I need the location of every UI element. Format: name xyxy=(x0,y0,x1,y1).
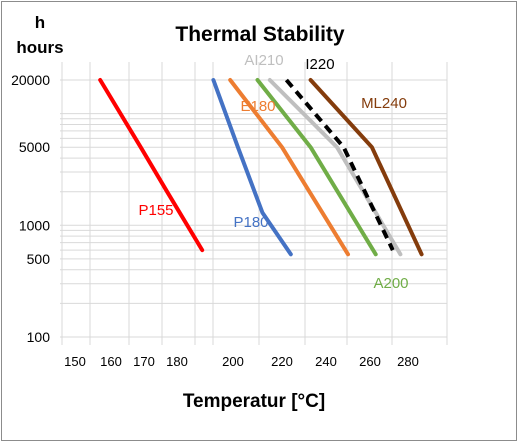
series-label-a200: A200 xyxy=(373,275,408,292)
x-tick-label: 280 xyxy=(397,354,419,369)
y-tick-label: 100 xyxy=(27,329,51,345)
series-line-p180 xyxy=(211,78,293,257)
series-label-p155: P155 xyxy=(138,202,173,219)
x-tick-label: 240 xyxy=(315,354,337,369)
series-label-i220: I220 xyxy=(305,56,334,73)
series-label-e180: E180 xyxy=(240,98,275,115)
y-tick-label: 20000 xyxy=(11,72,50,88)
series-label-ai210: AI210 xyxy=(244,52,283,69)
x-tick-label: 160 xyxy=(100,354,122,369)
y-axis-label: hours xyxy=(16,38,63,57)
chart-title: Thermal Stability xyxy=(175,23,345,46)
y-axis-label-unit: h xyxy=(35,13,45,32)
labels: 20000 5000 1000 500 100 150 160 170 180 200 220 240… xyxy=(11,52,419,369)
series-label-p180: P180 xyxy=(233,214,268,231)
grid xyxy=(60,62,448,345)
x-tick-label: 150 xyxy=(64,354,86,369)
series-label-ml240: ML240 xyxy=(361,95,407,112)
series-lines xyxy=(98,78,424,257)
x-tick-label: 180 xyxy=(166,354,188,369)
y-tick-label: 500 xyxy=(27,251,51,267)
series-line-e180 xyxy=(228,78,350,257)
x-axis-label: Temperatur [°C] xyxy=(183,391,325,412)
x-tick-label: 170 xyxy=(133,354,155,369)
y-tick-label: 5000 xyxy=(19,139,50,155)
series-line-ml240 xyxy=(308,78,424,257)
x-tick-label: 200 xyxy=(222,354,244,369)
series-line-a200 xyxy=(255,78,378,257)
y-tick-label: 1000 xyxy=(19,217,50,233)
series-line-p155 xyxy=(98,78,205,253)
x-tick-label: 260 xyxy=(359,354,381,369)
x-tick-label: 220 xyxy=(271,354,293,369)
